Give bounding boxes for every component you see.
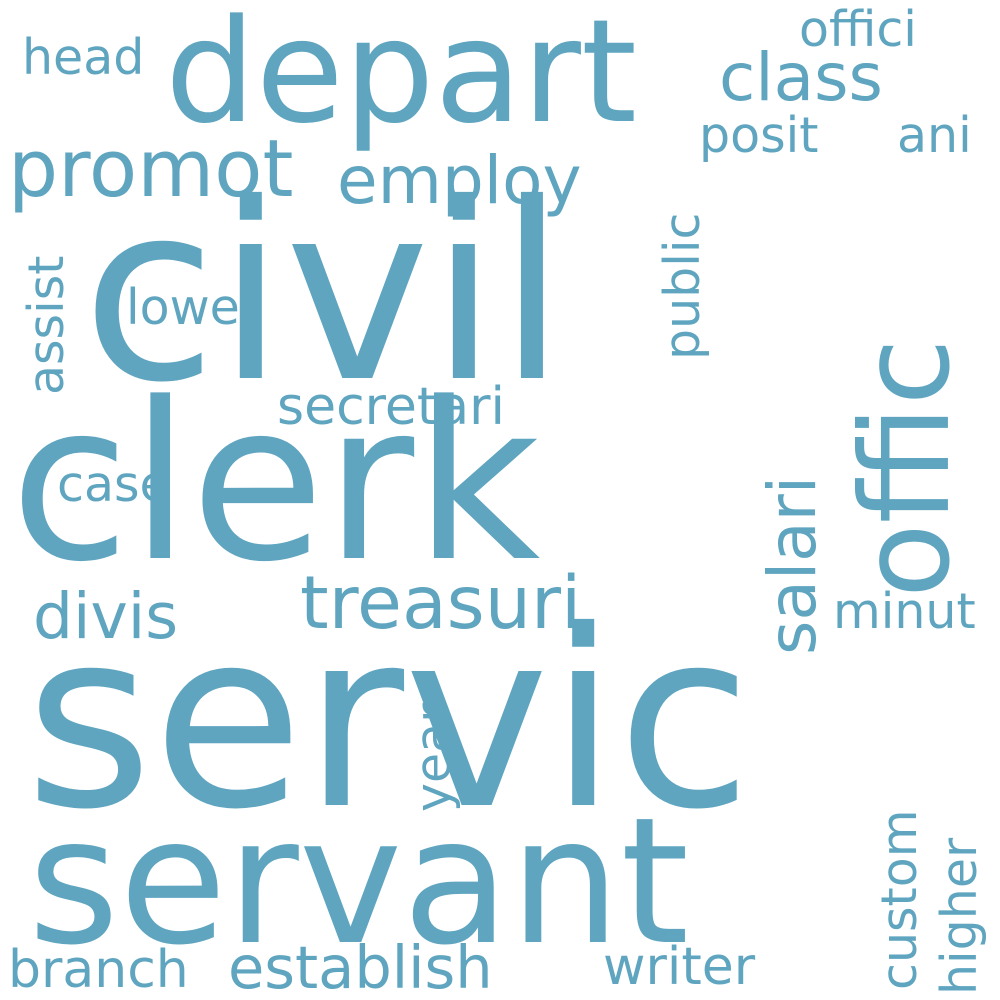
word-posit: posit — [699, 107, 819, 164]
word-servant: servant — [28, 781, 690, 984]
word-year: year — [405, 702, 462, 812]
word-branch: branch — [8, 940, 189, 1000]
word-employ: employ — [337, 142, 582, 219]
word-minut: minut — [833, 583, 976, 640]
word-case: case — [57, 456, 170, 513]
word-public: public — [654, 212, 711, 360]
word-civil: civil — [82, 151, 566, 436]
word-treasuri: treasuri — [300, 561, 582, 646]
word-clerk: clerk — [10, 357, 541, 610]
word-head: head — [22, 29, 145, 86]
word-class: class — [719, 39, 883, 116]
word-lower: lower — [126, 279, 260, 336]
word-offic: offic — [835, 338, 977, 598]
word-depart: depart — [165, 0, 638, 155]
word-divis: divis — [33, 580, 179, 653]
word-offici: offici — [799, 1, 917, 58]
word-writer: writer — [603, 937, 756, 997]
word-custom: custom — [871, 809, 928, 990]
word-assist: assist — [18, 255, 75, 395]
word-secretari: secretari — [277, 377, 505, 437]
word-ani: ani — [897, 107, 972, 164]
word-promot: promot — [8, 123, 294, 215]
word-servic: servic — [25, 578, 752, 863]
word-establish: establish — [228, 933, 493, 1000]
word-salari: salari — [754, 475, 831, 655]
word-higher: higher — [931, 837, 988, 995]
